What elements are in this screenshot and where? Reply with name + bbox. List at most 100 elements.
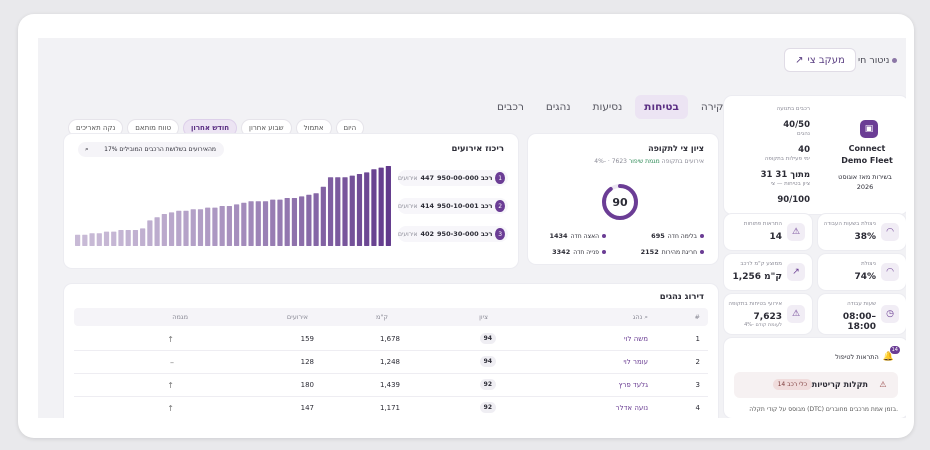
warning-icon: ⚠ <box>787 305 805 323</box>
chart-bar <box>140 228 146 246</box>
fleet-logo-icon: ▣ <box>860 120 878 138</box>
kpi-safety-events: ⚠ אירועי בטיחות בתקופה 7,623 4%- לעומת ק… <box>724 294 812 334</box>
chart-bar <box>132 230 139 246</box>
chart-bar <box>299 196 305 246</box>
alerts-description: מבוסס על קודי תקלה (DTC) בזמן אמת מרכבים… <box>749 406 898 413</box>
chart-bar <box>241 202 247 246</box>
table-row[interactable]: 2 עומר לוי 94 1,248 128 – <box>74 351 708 374</box>
warning-icon: ⚠ <box>879 379 887 389</box>
chart-bar <box>161 214 167 246</box>
chart-bar <box>327 177 334 246</box>
chart-bar <box>356 174 363 246</box>
table-row[interactable]: 3 גלעד פרץ 92 1,439 180 ↑ <box>74 374 708 397</box>
chart-bar <box>89 233 95 246</box>
col-driver[interactable]: נהג ⌕ <box>632 313 648 321</box>
col-score[interactable]: ציון <box>479 313 488 321</box>
col-rank[interactable]: # <box>694 313 700 321</box>
top-vehicles-pill: ⌕ 17% מהאירועים בשלושת הרכבים המובילים <box>78 142 224 157</box>
chart-bar <box>118 230 124 246</box>
chart-bar <box>371 169 377 246</box>
tab-overview[interactable]: סקירה <box>700 101 731 113</box>
drivers-ranking-card: דירוג נהגים # נהג ⌕ ציון ק"מ אירועים מגמ… <box>64 284 718 418</box>
kpi-avg-km: ↗ ממוצע ק"מ לרכב 1,256 ק"מ <box>724 254 812 290</box>
chart-bar <box>168 212 175 246</box>
top-vehicle-item[interactable]: אירועים 447 רכב 950-00-000 1 <box>398 170 508 186</box>
kpi-utilization: ◠ ניצולת 74% <box>818 254 906 290</box>
kpi-work-hours: ◷ שעות עבודה 08:00–18:00 <box>818 294 906 334</box>
fleet-stat: רכבים בתנועה 40/50 <box>776 106 810 130</box>
app-frame: ↗ מעקב צי ניטור חי סקירה בטיחות נסיעות נ… <box>18 14 914 438</box>
fleet-name: Connect Demo Fleet <box>841 144 893 165</box>
kpi-open-alerts: ⚠ התראות פתוחות 14 <box>724 214 812 250</box>
fleet-since: בשירות מאז אוגוסט 2026 <box>838 173 892 191</box>
chart-bar <box>154 217 160 246</box>
tab-drivers[interactable]: נהגים <box>545 101 571 113</box>
chart-bar <box>364 172 370 246</box>
live-monitor-link[interactable]: ניטור חי <box>858 55 898 66</box>
bell-icon[interactable]: 🔔 14 <box>882 346 900 362</box>
chart-bar <box>378 167 384 246</box>
chart-bar <box>313 193 319 246</box>
chart-bar <box>75 234 81 246</box>
table-row[interactable]: 1 משה לוי 94 1,678 159 ↑ <box>74 328 708 351</box>
fleet-stat: ציון בטיחות — צי 90/100 <box>770 181 810 205</box>
search-icon: ⌕ <box>644 313 648 321</box>
trend-icon: ↗ <box>787 263 805 281</box>
event-hard-accel: 1434 האצה חדה <box>549 232 606 240</box>
tab-trips[interactable]: נסיעות <box>592 101 623 113</box>
chart-bar <box>226 206 232 246</box>
col-km[interactable]: ק"מ <box>375 313 388 321</box>
table-row[interactable]: 4 נועה אדלר 92 1,171 147 ↑ <box>74 397 708 418</box>
chart-bar <box>197 209 204 246</box>
top-vehicle-item[interactable]: אירועים 402 רכב 950-30-000 3 <box>398 226 508 242</box>
chart-bar <box>342 177 348 246</box>
score-value: 90 <box>612 196 628 209</box>
main-tabs: סקירה בטיחות נסיעות נהגים רכבים <box>488 95 739 119</box>
event-hard-braking: 695 בלימה חדה <box>651 232 704 240</box>
chart-bar <box>320 186 326 246</box>
incidents-card: ריכוז אירועים ⌕ 17% מהאירועים בשלושת הרכ… <box>64 134 518 268</box>
table-header: # נהג ⌕ ציון ק"מ אירועים מגמה <box>74 308 708 326</box>
col-events[interactable]: אירועים <box>286 313 308 321</box>
fleet-stat: ימי פעילות בתקופה 31 מתוך 31 <box>760 156 810 180</box>
critical-faults-row[interactable]: ⚠ תקלות קריטיות 14 כלי רכב <box>734 372 898 398</box>
tab-vehicles[interactable]: רכבים <box>497 101 524 113</box>
chart-bar <box>284 198 290 246</box>
gauge-icon: ◠ <box>881 223 899 241</box>
track-fleet-button[interactable]: ↗ מעקב צי <box>784 48 856 72</box>
event-speeding: 2152 חריגת מהירות <box>641 248 704 256</box>
chart-bar <box>96 233 102 246</box>
col-trend[interactable]: מגמה <box>172 313 188 321</box>
gauge-icon: ◠ <box>881 263 899 281</box>
incidents-bar-chart <box>75 166 391 246</box>
chart-bar <box>103 231 110 246</box>
clock-icon: ◷ <box>881 305 899 323</box>
tab-safety[interactable]: בטיחות <box>635 95 688 119</box>
trend-up-icon: ↗ <box>795 54 804 66</box>
chart-bar <box>212 207 218 246</box>
chart-bar <box>190 209 196 246</box>
alerts-card: התראות לטיפול 🔔 14 ⚠ תקלות קריטיות 14 כלי… <box>724 338 906 418</box>
chart-bar <box>277 199 283 246</box>
chart-bar <box>291 198 298 246</box>
chart-bar <box>255 201 261 246</box>
fleet-summary-card: ▣ Connect Demo Fleet בשירות מאז אוגוסט 20… <box>724 96 906 214</box>
alerts-header: התראות לטיפול 🔔 14 <box>835 346 900 362</box>
search-icon[interactable]: ⌕ <box>85 145 89 153</box>
chart-bar <box>219 206 225 246</box>
critical-count-pill: 14 כלי רכב <box>772 379 812 390</box>
chart-bar <box>111 231 117 246</box>
chart-bar <box>82 234 88 246</box>
chart-bar <box>147 220 153 246</box>
alerts-count-badge: 14 <box>889 346 900 354</box>
kpi-work-hours-utilization: ◠ ניצולת בשעות העבודה 38% <box>818 214 906 250</box>
top-vehicle-item[interactable]: אירועים 414 רכב 950-10-001 2 <box>398 198 508 214</box>
chart-bar <box>125 230 131 246</box>
chart-bar <box>306 194 312 246</box>
warning-icon: ⚠ <box>787 223 805 241</box>
dashboard-canvas: ↗ מעקב צי ניטור חי סקירה בטיחות נסיעות נ… <box>38 38 906 418</box>
trend-status: מגמת שיפור <box>628 158 660 165</box>
chart-bar <box>270 199 276 246</box>
chart-bar <box>234 204 240 246</box>
chart-bar <box>176 210 182 246</box>
